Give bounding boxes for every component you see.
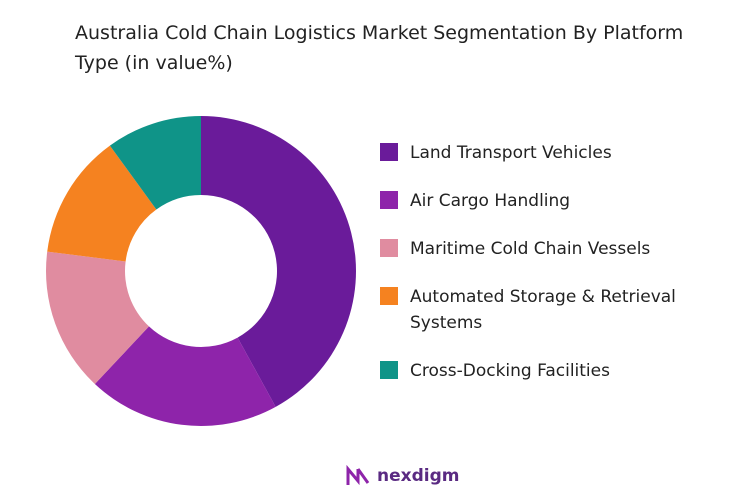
donut-segment bbox=[109, 116, 201, 210]
legend-swatch bbox=[380, 361, 398, 379]
donut-segment bbox=[201, 116, 357, 407]
brand-logo bbox=[346, 465, 370, 486]
legend-item: Cross-Docking Facilities bbox=[380, 358, 720, 384]
chart-title: Australia Cold Chain Logistics Market Se… bbox=[75, 22, 684, 74]
legend-label: Maritime Cold Chain Vessels bbox=[410, 239, 651, 259]
legend: Land Transport Vehicles Air Cargo Handlin… bbox=[380, 140, 720, 406]
legend-item: Land Transport Vehicles bbox=[380, 140, 720, 166]
legend-label: Automated Storage & Retrieval Systems bbox=[410, 287, 676, 333]
donut-chart bbox=[45, 116, 357, 427]
legend-label: Land Transport Vehicles bbox=[410, 143, 612, 163]
legend-item: Maritime Cold Chain Vessels bbox=[380, 236, 720, 262]
donut-segment bbox=[45, 251, 149, 384]
legend-item: Automated Storage & Retrieval Systems bbox=[380, 284, 720, 336]
legend-label: Cross-Docking Facilities bbox=[410, 361, 610, 381]
brand: nexdigm bbox=[345, 465, 459, 487]
legend-swatch bbox=[380, 191, 398, 209]
donut-segment bbox=[94, 326, 276, 427]
donut-segment bbox=[47, 145, 157, 262]
legend-swatch bbox=[380, 239, 398, 257]
legend-swatch bbox=[380, 287, 398, 305]
legend-swatch bbox=[380, 143, 398, 161]
legend-item: Air Cargo Handling bbox=[380, 188, 720, 214]
legend-label: Air Cargo Handling bbox=[410, 191, 571, 211]
brand-name: nexdigm bbox=[377, 466, 460, 486]
